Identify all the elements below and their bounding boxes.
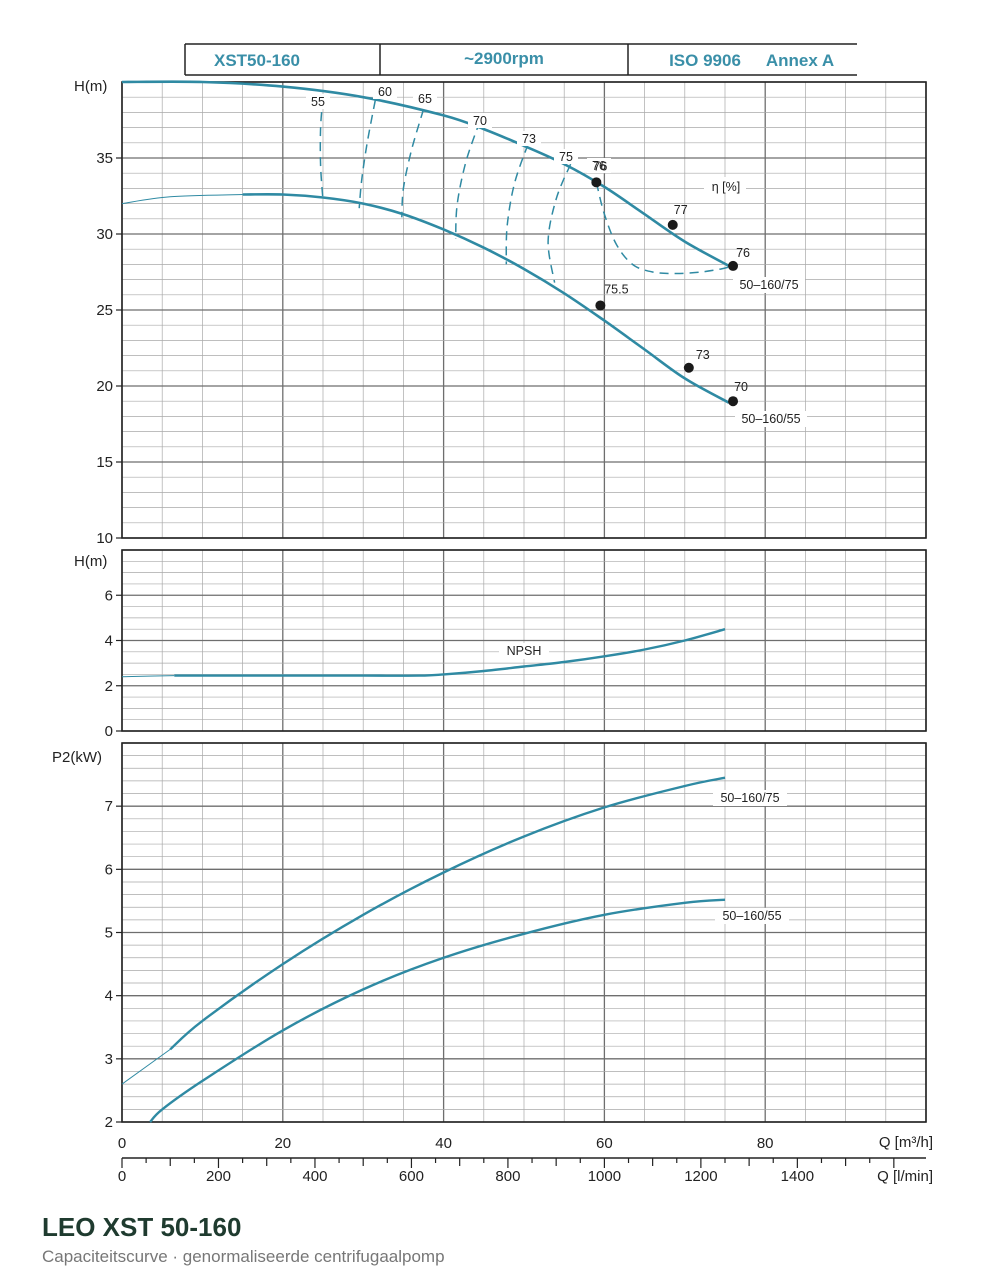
y-axis-label-head: H(m): [74, 78, 107, 95]
y-tick-label: 2: [105, 1114, 113, 1131]
x-tick-label-lmin: 1400: [781, 1168, 814, 1185]
efficiency-contour-label: 76: [592, 159, 606, 173]
y-tick-label: 7: [105, 798, 113, 815]
operating-point: [595, 300, 606, 311]
y-tick-label: 5: [105, 925, 113, 942]
series-label-head: 50–160/55: [741, 412, 800, 426]
operating-point: [591, 177, 602, 188]
efficiency-contour-label: 75: [559, 150, 573, 164]
y-tick-label: 25: [96, 302, 113, 319]
efficiency-label-bg: [587, 158, 611, 173]
y-tick-label: 35: [96, 150, 113, 167]
npsh-panel: 0 2 4 6 H(m) NPSH: [74, 549, 927, 740]
efficiency-contour-label: 60: [378, 85, 392, 99]
y-tick-label: 20: [96, 378, 113, 395]
y-tick-label: 6: [105, 587, 113, 604]
operating-point-label: 75.5: [604, 282, 628, 296]
curve-50-160-55-head: [242, 192, 730, 404]
operating-point: [683, 362, 694, 373]
efficiency-contour-label: 65: [418, 92, 432, 106]
efficiency-contour: [401, 109, 425, 218]
efficiency-contour-label: 55: [311, 95, 325, 109]
curve-50-160-55-power: [149, 898, 726, 1123]
x-tick-label-lmin: 200: [206, 1168, 231, 1185]
operating-point-label: 77: [674, 203, 688, 217]
header-band: XST50-160 ~2900rpm ISO 9906 Annex A: [184, 43, 857, 76]
y-tick-label: 0: [105, 723, 113, 740]
y-tick-label: 15: [96, 454, 113, 471]
power-panel: 2 3 4 5 6 7 P2(kW) 50–160/75 50–160/55: [52, 742, 927, 1131]
operating-point-label: 76: [593, 159, 607, 173]
y-tick-label: 4: [105, 633, 113, 650]
eta-label-bg: [704, 177, 746, 193]
efficiency-label-bg: [413, 91, 437, 106]
x-tick-label-m3h: 60: [596, 1135, 613, 1152]
series-label-bg: [715, 908, 789, 924]
efficiency-contour: [358, 100, 377, 209]
operating-point: [667, 219, 678, 230]
power-75-extension: [121, 1048, 171, 1085]
series-label-bg: [733, 277, 805, 293]
efficiency-contour: [595, 182, 734, 275]
x-tick-label-lmin: 800: [495, 1168, 520, 1185]
y-tick-label: 6: [105, 861, 113, 878]
efficiency-label-bg: [554, 149, 578, 164]
npsh-curve: [174, 628, 726, 677]
efficiency-label-bg: [468, 113, 492, 128]
npsh-series-label: NPSH: [507, 644, 542, 658]
efficiency-contour: [547, 163, 572, 283]
y-tick-label: 4: [105, 988, 113, 1005]
efficiency-contour: [319, 97, 324, 201]
series-label-power: 50–160/55: [722, 909, 781, 923]
x-tick-label-m3h: 80: [757, 1135, 774, 1152]
curve-50-160-75-power: [169, 776, 726, 1051]
operating-point-label: 70: [734, 380, 748, 394]
efficiency-contour-label: 73: [522, 132, 536, 146]
x-tick-label-m3h: 20: [274, 1135, 291, 1152]
npsh-label-bg: [499, 643, 549, 659]
efficiency-label-bg: [306, 94, 330, 109]
series-label-bg: [735, 411, 807, 427]
curve-55-head-extension: [121, 194, 243, 205]
header-speed: ~2900rpm: [464, 49, 544, 68]
header-model: XST50-160: [214, 51, 300, 70]
operating-point-label: 76: [736, 246, 750, 260]
y-tick-label: 30: [96, 226, 113, 243]
x-axis-label-m3h: Q [m³/h]: [879, 1134, 933, 1151]
efficiency-contour-label: 70: [473, 114, 487, 128]
x-tick-label-lmin: 400: [302, 1168, 327, 1185]
efficiency-label-bg: [373, 84, 397, 99]
chart-caption-title: LEO XST 50-160: [42, 1212, 242, 1242]
header-annex: Annex A: [766, 51, 834, 70]
y-tick-label: 2: [105, 678, 113, 695]
operating-point: [728, 396, 739, 407]
chart-caption-subtitle: Capaciteitscurve · genormaliseerde centr…: [42, 1247, 445, 1266]
curve-50-160-75-head: [121, 80, 730, 268]
x-tick-label-lmin: 0: [118, 1168, 126, 1185]
x-tick-label-lmin: 1000: [588, 1168, 621, 1185]
series-label-head: 50–160/75: [739, 278, 798, 292]
operating-point-label: 73: [696, 348, 710, 362]
x-tick-label-lmin: 1200: [684, 1168, 717, 1185]
y-axis-label-power: P2(kW): [52, 749, 102, 766]
x-axis-label-lmin: Q [l/min]: [877, 1168, 933, 1185]
y-axis-label-npsh: H(m): [74, 553, 107, 570]
series-label-bg: [713, 790, 787, 806]
y-tick-label: 10: [96, 530, 113, 547]
efficiency-axis-label: η [%]: [712, 180, 741, 194]
x-tick-label-lmin: 600: [399, 1168, 424, 1185]
pump-performance-chart: XST50-160 ~2900rpm ISO 9906 Annex A 10 15…: [52, 43, 933, 1185]
flow-axes: 0 20 40 60 80 Q [m³/h] 0 200 400 600 800 1000 1200 14…: [118, 1134, 933, 1185]
npsh-curve-extension: [121, 675, 175, 678]
efficiency-contour: [454, 121, 481, 239]
series-label-power: 50–160/75: [720, 791, 779, 805]
x-tick-label-m3h: 40: [435, 1135, 452, 1152]
header-standard: ISO 9906: [669, 51, 741, 70]
x-tick-label-m3h: 0: [118, 1135, 126, 1152]
efficiency-label-bg: [517, 131, 541, 146]
y-tick-label: 3: [105, 1051, 113, 1068]
efficiency-contour: [505, 144, 529, 265]
operating-point: [728, 260, 739, 271]
